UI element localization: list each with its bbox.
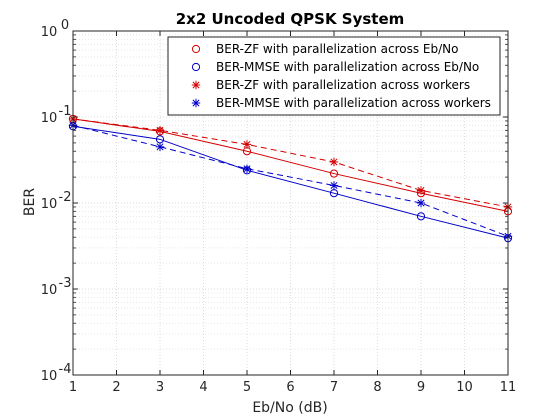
asterisk-stroke [417, 186, 425, 194]
x-tick-label: 6 [286, 380, 294, 395]
data-point [242, 164, 252, 173]
series-line-1 [72, 118, 509, 212]
x-tick-label: 8 [373, 380, 381, 395]
asterisk-stroke [330, 158, 338, 166]
asterisk-stroke [156, 143, 164, 151]
chart-title: 2x2 Uncoded QPSK System [176, 10, 405, 28]
legend: BER-ZF with parallelization across Eb/No… [167, 36, 501, 116]
data-point [416, 212, 426, 221]
x-axis-label: Eb/No (dB) [252, 400, 327, 416]
series-line-2 [72, 125, 509, 239]
y-tick-label: 10 [41, 111, 58, 126]
asterisk-stroke [192, 99, 200, 107]
x-tick-label: 3 [156, 380, 164, 395]
legend-box [167, 36, 501, 116]
y-tick-label: 10 [41, 369, 58, 384]
x-tick-label: 10 [456, 380, 473, 395]
asterisk-stroke [156, 126, 164, 134]
data-point [329, 169, 339, 178]
y-tick-label: 10 [41, 25, 58, 40]
legend-marker [191, 62, 201, 72]
circle-marker [191, 44, 201, 54]
y-tick-exponent: -4 [59, 362, 72, 377]
data-point [155, 126, 165, 135]
x-tick-label: 9 [417, 380, 425, 395]
asterisk-stroke [243, 140, 251, 148]
data-point [329, 181, 339, 190]
y-tick-exponent: -1 [59, 104, 72, 119]
legend-label: BER-ZF with parallelization across worke… [216, 78, 470, 92]
legend-marker [191, 44, 201, 54]
y-tick-exponent: -3 [59, 276, 72, 291]
x-tick-label: 1 [69, 380, 77, 395]
y-tick-exponent: -2 [59, 190, 72, 205]
x-tick-label: 4 [199, 380, 207, 395]
x-tick-label: 2 [112, 380, 120, 395]
series-layer [68, 114, 513, 243]
y-tick-label: 10 [41, 197, 58, 212]
x-tick-label: 7 [330, 380, 338, 395]
data-point [155, 142, 165, 152]
asterisk-stroke [192, 81, 200, 89]
legend-marker [191, 80, 201, 90]
circle-marker [329, 169, 339, 178]
asterisk-stroke [330, 181, 338, 189]
legend-label: BER-MMSE with parallelization across wor… [216, 96, 491, 110]
series-line-3 [72, 118, 509, 208]
y-tick-label: 10 [41, 283, 58, 298]
y-axis-label: BER [22, 188, 38, 216]
y-tick-exponent: 0 [61, 18, 69, 33]
legend-label: BER-ZF with parallelization across Eb/No [216, 42, 458, 56]
x-tick-label: 5 [243, 380, 251, 395]
circle-marker [191, 62, 201, 72]
data-point [416, 198, 426, 208]
circle-marker [416, 212, 426, 221]
x-tick-label: 11 [500, 380, 517, 395]
data-point [242, 140, 252, 149]
asterisk-stroke [417, 199, 425, 207]
legend-marker [191, 98, 201, 108]
data-point [416, 186, 426, 195]
data-point [329, 157, 339, 167]
legend-label: BER-MMSE with parallelization across Eb/… [216, 60, 479, 74]
series-line-4 [72, 124, 509, 237]
asterisk-stroke [243, 165, 251, 173]
